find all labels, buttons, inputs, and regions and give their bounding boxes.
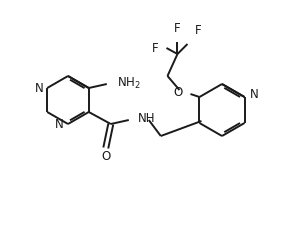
Text: O: O xyxy=(173,85,182,99)
Text: NH$_2$: NH$_2$ xyxy=(117,75,141,90)
Text: N: N xyxy=(249,89,258,101)
Text: N: N xyxy=(35,81,43,94)
Text: O: O xyxy=(101,149,110,163)
Text: F: F xyxy=(194,24,201,37)
Text: NH: NH xyxy=(138,111,155,124)
Text: F: F xyxy=(152,41,158,55)
Text: F: F xyxy=(174,22,181,35)
Text: N: N xyxy=(55,118,64,130)
